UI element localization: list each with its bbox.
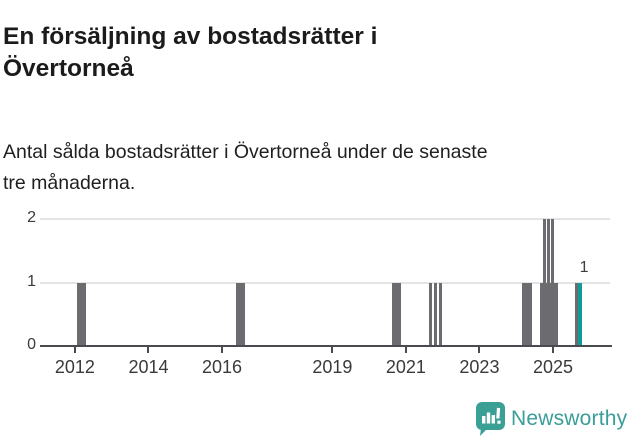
chart-subtitle: Antal sålda bostadsrätter i Övertorneå u…	[3, 140, 488, 194]
highlight-bar	[577, 282, 583, 346]
bar	[76, 282, 86, 346]
x-axis-tick-label: 2012	[54, 357, 95, 377]
x-axis-tick-label: 2014	[128, 357, 169, 377]
x-axis-tick	[73, 347, 76, 353]
brand-name: Newsworthy	[511, 407, 628, 430]
y-axis-tick-label: 0	[27, 336, 36, 353]
x-axis-tick	[552, 347, 554, 353]
y-gridline	[40, 218, 610, 220]
x-axis-line	[40, 344, 612, 347]
y-gridline	[40, 281, 610, 284]
bar	[236, 282, 245, 346]
chart-title: En försäljning av bostadsrätter i Överto…	[3, 23, 378, 83]
x-axis-tick	[331, 347, 334, 353]
x-axis-tick-label: 2021	[385, 357, 426, 377]
bar	[428, 282, 432, 346]
x-axis-tick	[221, 347, 224, 353]
x-axis-tick	[404, 347, 407, 353]
bar	[542, 219, 546, 346]
bar	[547, 219, 551, 346]
bar-chart: 0 1 2 1 2012 2014 2016 2019 2021 2023 2025	[27, 209, 612, 377]
x-axis-tick-label: 2019	[312, 357, 353, 377]
bar	[574, 282, 578, 346]
newsworthy-brand-link[interactable]: Newsworthy	[476, 402, 627, 436]
x-axis-tick-label: 2025	[532, 357, 574, 377]
bar	[522, 282, 532, 346]
x-axis-tick-label: 2016	[202, 357, 243, 377]
x-axis-tick	[478, 347, 481, 353]
bar	[551, 219, 555, 346]
x-axis-tick	[147, 347, 150, 353]
bar	[391, 282, 401, 346]
y-axis-tick-label: 1	[27, 272, 36, 290]
newsworthy-logo-icon	[476, 402, 505, 436]
y-axis-tick-label: 2	[27, 209, 36, 226]
bar	[438, 282, 442, 346]
x-axis-tick-label: 2023	[459, 357, 500, 377]
bar-value-label: 1	[579, 258, 589, 276]
bar	[433, 282, 437, 346]
